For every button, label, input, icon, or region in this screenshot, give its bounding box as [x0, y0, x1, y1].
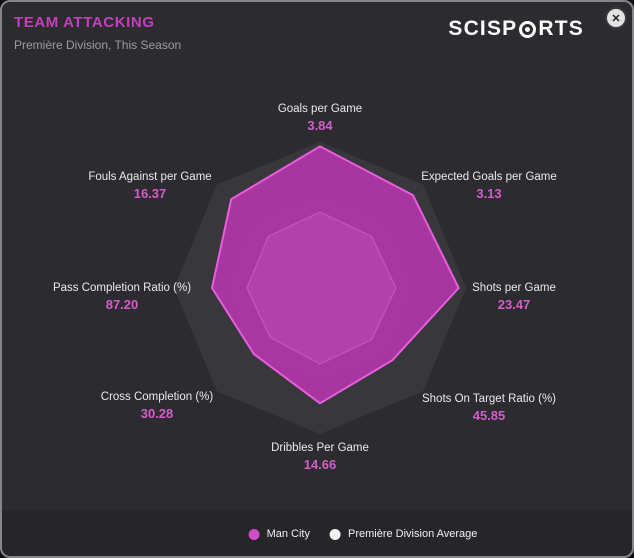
- legend: Man City Première Division Average: [248, 528, 478, 540]
- axis-label: Pass Completion Ratio (%): [52, 282, 192, 294]
- axis-value: 87.20: [105, 297, 139, 312]
- axis-pass-completion-ratio: Pass Completion Ratio (%) 87.20: [53, 282, 191, 312]
- axis-label: Dribbles Per Game: [271, 442, 369, 454]
- axis-value: 23.47: [497, 297, 531, 312]
- axis-value: 3.13: [476, 186, 502, 201]
- division-average-legend-dot-icon: [329, 528, 341, 540]
- close-button[interactable]: ✕: [605, 7, 627, 29]
- header: TEAM ATTACKING Première Division, This S…: [14, 14, 181, 52]
- legend-label: Man City: [266, 528, 310, 540]
- axis-label: Expected Goals per Game: [421, 171, 557, 183]
- man-city-legend-dot-icon: [248, 528, 260, 540]
- scisports-logo-text-right: RTS: [538, 17, 584, 40]
- axis-expected-goals: Expected Goals per Game 3.13: [421, 171, 557, 201]
- axis-cross-completion: Cross Completion (%) 30.28: [101, 391, 213, 421]
- axis-value: 30.28: [140, 406, 174, 421]
- axis-value: 45.85: [472, 408, 506, 423]
- legend-item-division-average[interactable]: Première Division Average: [329, 528, 478, 540]
- scisports-logo: SCISP RTS: [448, 17, 584, 41]
- axis-label: Cross Completion (%): [100, 391, 214, 403]
- axis-value: 3.84: [307, 118, 333, 133]
- close-icon: ✕: [611, 12, 621, 25]
- axis-dribbles-per-game: Dribbles Per Game 14.66: [271, 442, 369, 472]
- axis-value: 14.66: [303, 457, 337, 472]
- legend-item-man-city[interactable]: Man City: [248, 528, 310, 540]
- axis-label: Goals per Game: [277, 103, 363, 115]
- page-title: TEAM ATTACKING: [14, 14, 155, 31]
- scisports-logo-text-left: SCISP: [448, 17, 518, 40]
- axis-label: Shots per Game: [472, 282, 556, 294]
- axis-shots-on-target-ratio: Shots On Target Ratio (%) 45.85: [422, 393, 556, 423]
- axis-shots-per-game: Shots per Game 23.47: [472, 282, 556, 312]
- legend-strip: [2, 510, 632, 556]
- scisports-target-o-icon: [519, 20, 537, 38]
- axis-value: 16.37: [133, 186, 167, 201]
- axis-label: Shots On Target Ratio (%): [421, 393, 557, 405]
- page-subtitle: Première Division, This Season: [14, 38, 182, 52]
- legend-label: Première Division Average: [347, 528, 478, 540]
- axis-fouls-against-per-game: Fouls Against per Game 16.37: [88, 171, 211, 201]
- axis-goals-per-game: Goals per Game 3.84: [278, 103, 362, 133]
- axis-label: Fouls Against per Game: [88, 171, 212, 183]
